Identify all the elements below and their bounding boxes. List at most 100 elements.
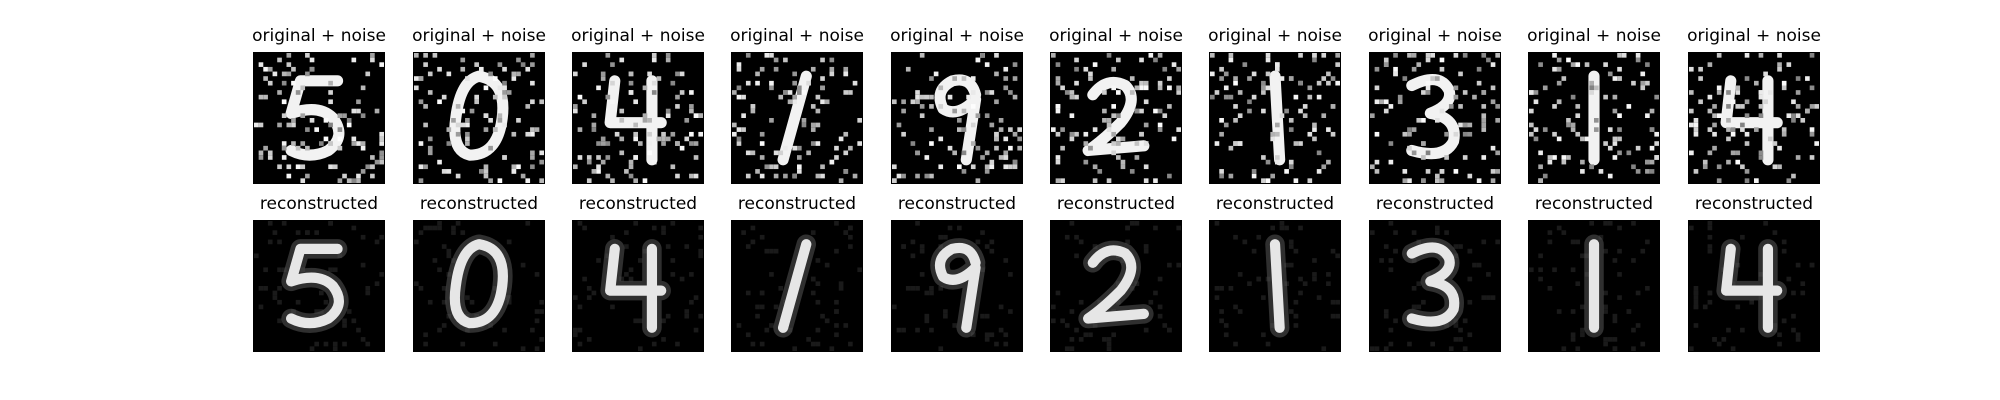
noise-pixel xyxy=(337,145,343,151)
noise-pixel xyxy=(337,136,343,142)
haze-pixel xyxy=(834,332,839,338)
noise-pixel xyxy=(810,127,816,132)
noise-pixel xyxy=(1754,127,1759,132)
noise-pixel xyxy=(1645,62,1650,67)
noise-pixel xyxy=(1069,94,1075,100)
noise-pixel xyxy=(1542,85,1548,91)
panel-title: reconstructed xyxy=(259,194,379,214)
haze-pixel xyxy=(365,290,371,296)
noise-pixel xyxy=(286,164,292,170)
noise-pixel xyxy=(736,94,742,100)
haze-pixel xyxy=(698,225,703,231)
noise-pixel xyxy=(750,108,756,114)
noise-pixel xyxy=(1074,80,1079,86)
noise-pixel xyxy=(665,113,671,118)
haze-pixel xyxy=(1078,239,1084,245)
noise-pixel xyxy=(1786,62,1792,67)
noise-pixel xyxy=(792,99,797,105)
haze-pixel xyxy=(1575,239,1581,245)
reconstructed-panel-1: reconstructed xyxy=(253,192,385,367)
haze-pixel xyxy=(693,327,699,333)
haze-pixel xyxy=(970,332,976,338)
noise-pixel xyxy=(656,76,662,81)
noise-pixel xyxy=(1490,62,1496,67)
noise-pixel xyxy=(530,62,535,67)
haze-pixel xyxy=(1561,346,1567,351)
noise-pixel xyxy=(1566,57,1571,63)
noise-pixel xyxy=(356,173,361,179)
noise-pixel xyxy=(675,104,680,109)
noise-pixel xyxy=(834,155,839,160)
haze-pixel xyxy=(698,234,703,240)
haze-pixel xyxy=(1162,323,1168,328)
noise-pixel xyxy=(929,173,934,179)
noise-pixel xyxy=(446,71,452,77)
noise-pixel xyxy=(1008,127,1013,132)
noise-pixel xyxy=(460,122,466,128)
noise-pixel xyxy=(1538,178,1543,183)
noise-pixel xyxy=(843,131,849,137)
noise-pixel xyxy=(483,127,489,132)
noise-pixel xyxy=(305,53,310,58)
noise-pixel xyxy=(446,141,452,146)
noise-pixel xyxy=(656,136,662,142)
noise-pixel xyxy=(1744,53,1750,58)
noise-pixel xyxy=(1106,127,1112,132)
haze-pixel xyxy=(834,248,839,254)
noise-pixel xyxy=(1481,53,1487,58)
noise-pixel xyxy=(511,71,517,77)
noise-pixel xyxy=(1649,159,1655,165)
haze-pixel xyxy=(539,337,544,342)
haze-pixel xyxy=(750,225,756,231)
noise-pixel xyxy=(460,57,466,63)
noise-pixel xyxy=(820,99,825,105)
noise-pixel xyxy=(1298,108,1303,114)
noise-pixel xyxy=(815,108,821,114)
noise-pixel xyxy=(418,164,424,170)
noise-pixel xyxy=(573,108,578,114)
noise-pixel xyxy=(1374,169,1380,174)
noise-pixel xyxy=(437,159,442,165)
noise-pixel xyxy=(295,145,301,151)
noise-pixel xyxy=(1407,131,1412,137)
haze-pixel xyxy=(1781,248,1787,254)
haze-pixel xyxy=(848,341,853,347)
noise-pixel xyxy=(975,178,981,183)
noise-pixel xyxy=(1612,108,1618,114)
noise-pixel xyxy=(1302,113,1308,118)
noise-pixel xyxy=(328,164,333,170)
noise-pixel xyxy=(605,173,611,179)
noise-pixel xyxy=(328,122,333,128)
noise-pixel xyxy=(1612,155,1618,160)
noise-pixel xyxy=(502,90,507,95)
noise-pixel xyxy=(1129,90,1135,95)
noise-pixel xyxy=(1275,122,1280,128)
noise-pixel xyxy=(773,164,779,170)
noise-pixel xyxy=(305,71,310,77)
reconstructed-panel-10: reconstructed xyxy=(1688,192,1820,367)
noise-pixel xyxy=(1374,85,1380,91)
haze-pixel xyxy=(1055,290,1061,296)
noise-pixel xyxy=(773,57,779,63)
noise-pixel xyxy=(820,173,825,179)
digit-stroke xyxy=(934,242,981,333)
haze-pixel xyxy=(1407,341,1412,347)
noise-pixel xyxy=(1051,127,1056,132)
noise-pixel xyxy=(989,164,995,170)
noise-pixel xyxy=(1744,76,1750,81)
haze-pixel xyxy=(1693,290,1699,296)
noise-pixel xyxy=(465,131,470,137)
noise-pixel xyxy=(502,94,507,100)
noise-pixel xyxy=(1542,127,1548,132)
noise-pixel xyxy=(605,141,611,146)
haze-pixel xyxy=(582,225,587,231)
noise-pixel xyxy=(1407,53,1412,58)
noise-pixel xyxy=(1533,136,1539,142)
haze-pixel xyxy=(1069,221,1075,226)
noise-pixel xyxy=(824,99,830,105)
noise-pixel xyxy=(829,159,835,165)
noise-pixel xyxy=(492,94,498,100)
noise-pixel xyxy=(1481,155,1487,160)
noise-pixel xyxy=(1716,178,1722,183)
digit-stroke xyxy=(934,74,982,166)
